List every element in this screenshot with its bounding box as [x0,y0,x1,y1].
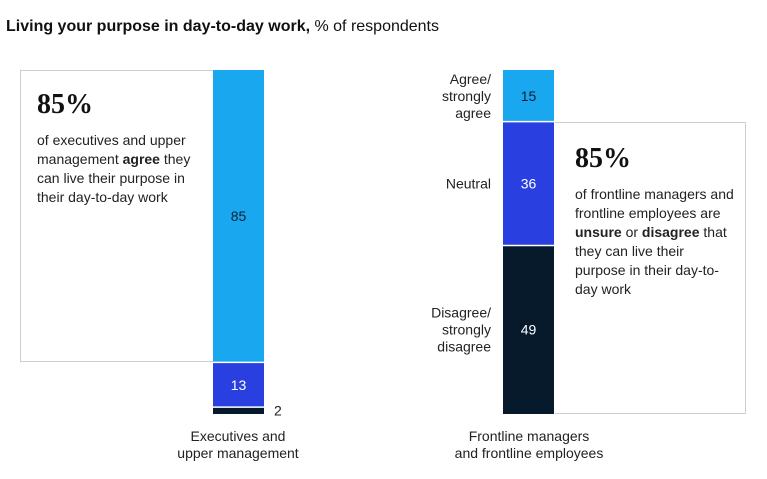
bar-segment-disagree-1 [503,245,554,414]
callout-frontline-stat: 85% [575,143,631,174]
data-label-neutral-1: 36 [521,176,537,192]
bar-segment-agree-1 [503,70,554,122]
series-label-neutral-line0: Neutral [446,176,491,192]
data-label-agree-0: 85 [231,208,247,224]
series-label-agree-line2: agree [455,105,491,121]
series-label-disagree-line1: strongly [442,322,491,338]
data-label-neutral-0: 13 [231,377,247,393]
chart-title-unit: % of respondents [310,18,439,35]
callout-executives: 85% of executives and upper management a… [20,70,213,362]
category-label-0-line1: upper management [177,445,299,461]
data-label-disagree-0: 2 [274,403,282,419]
chart-title-bold: Living your purpose in day-to-day work, [6,18,311,35]
category-label-1-line1: and frontline employees [455,445,604,461]
category-label-0-line0: Executives and [191,428,286,444]
bar-segment-agree-0 [213,70,264,363]
data-label-agree-1: 15 [521,88,537,104]
series-label-agree-line0: Agree/ [450,71,491,87]
callout-executives-text: of executives and upper management agree… [37,132,191,205]
callout-frontline-text: of frontline managers and frontline empl… [575,186,734,297]
category-label-1-line0: Frontline managers [469,428,590,444]
chart-title: Living your purpose in day-to-day work, … [6,18,439,36]
callout-frontline: 85% of frontline managers and frontline … [555,122,746,414]
series-label-disagree-line2: disagree [437,339,491,355]
bar-segment-disagree-0 [213,407,264,414]
bar-segment-neutral-0 [213,362,264,408]
callout-executives-stat: 85% [37,89,93,120]
bar-segment-neutral-1 [503,121,554,246]
series-label-agree-line1: strongly [442,88,491,104]
series-label-disagree-line0: Disagree/ [431,305,491,321]
data-label-disagree-1: 49 [521,322,537,338]
